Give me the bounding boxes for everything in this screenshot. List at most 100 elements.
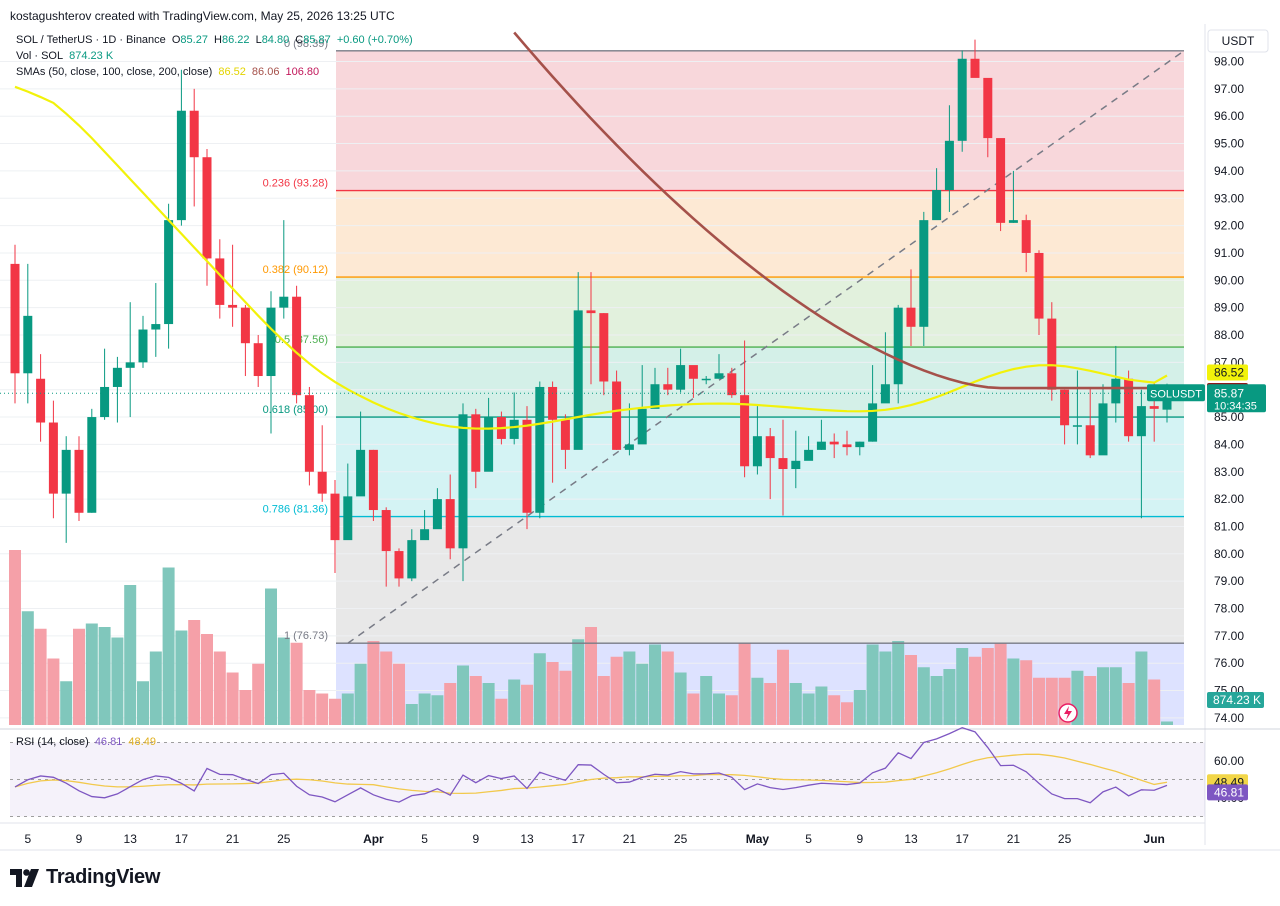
volume-bar	[687, 693, 700, 725]
volume-bar	[47, 658, 60, 725]
price-tick-label: 93.00	[1214, 191, 1244, 205]
volume-value: 874.23 K	[69, 50, 114, 62]
candle-body	[509, 419, 519, 439]
candle-body	[880, 384, 890, 404]
legend-close-label: C	[295, 34, 304, 46]
candle-body	[1060, 389, 1070, 426]
volume-price-label: 874.23 K	[1213, 693, 1261, 707]
candle-body	[983, 77, 993, 139]
volume-bar	[137, 681, 149, 725]
legend-open: 85.27	[180, 34, 208, 46]
time-tick-label: 17	[956, 832, 970, 846]
tradingview-logo[interactable]: TradingView	[10, 866, 160, 889]
brand-name: TradingView	[46, 866, 161, 888]
symbol-name[interactable]: SOL / TetherUS · 1D · Binance	[16, 34, 166, 46]
candle-body	[535, 386, 545, 513]
volume-bar	[892, 641, 905, 725]
candle-body	[1124, 378, 1134, 437]
legend-change: +0.60 (+0.70%)	[336, 34, 413, 46]
volume-bar	[149, 651, 162, 725]
volume-bar	[1033, 677, 1045, 725]
candle-body	[48, 422, 58, 494]
candle-body	[36, 378, 46, 423]
sma50-value: 86.52	[218, 66, 246, 78]
volume-bar	[213, 651, 226, 725]
candle-body	[663, 384, 673, 390]
candle-body	[1162, 393, 1172, 410]
volume-bar	[777, 649, 789, 725]
candle-body	[932, 190, 942, 221]
candle-body	[996, 138, 1006, 223]
fib-band	[336, 277, 1184, 348]
volume-bar	[917, 667, 930, 725]
candle-body	[1072, 425, 1082, 427]
price-tick-label: 97.00	[1214, 82, 1244, 96]
volume-bar	[175, 630, 188, 725]
time-tick-label: Apr	[363, 832, 384, 846]
fib-level-label: 0.618 (85.00)	[263, 404, 328, 416]
candle-body	[100, 386, 110, 418]
trend-line	[347, 50, 1185, 644]
last-price-box	[1207, 384, 1266, 413]
price-tick-label: 76.00	[1214, 656, 1244, 670]
volume-bar	[444, 683, 457, 725]
candle-body	[612, 381, 622, 450]
time-tick-label: 25	[674, 832, 688, 846]
candle-body	[240, 307, 250, 344]
candle-body	[868, 403, 878, 442]
candle-body	[970, 58, 980, 78]
candle-body	[1034, 252, 1044, 319]
volume-bar	[930, 676, 943, 725]
volume-price-box	[1207, 692, 1264, 708]
fib-level-label: 0.786 (81.36)	[263, 504, 328, 516]
candle-body	[586, 310, 596, 314]
rsi-label[interactable]: RSI (14, close)	[16, 736, 89, 748]
price-tick-label: 78.00	[1214, 602, 1244, 616]
volume-bar	[85, 623, 98, 725]
candle-body	[368, 449, 378, 511]
volume-bar	[956, 648, 969, 725]
volume-bar	[341, 693, 354, 725]
candle-body	[957, 58, 967, 141]
fib-band	[336, 50, 1184, 191]
sma100-line	[513, 31, 1167, 390]
sma-legend: SMAs (50, close, 100, close, 200, close)…	[16, 66, 322, 78]
legend-high: 86.22	[221, 34, 250, 46]
rsi-ma-value: 48.49	[128, 736, 156, 748]
volume-bar	[457, 665, 469, 725]
chart-canvas[interactable]: 0 (98.39) 0.236 (93.28) 0.382 (90.12) 0.5 (…	[0, 24, 1280, 854]
candle-body	[381, 510, 391, 552]
sma-label[interactable]: SMAs (50, close, 100, close, 200, close)	[16, 66, 213, 78]
volume-bar	[828, 695, 841, 725]
volume-bar	[738, 642, 751, 725]
candle-body	[304, 395, 314, 472]
price-tick-label: 98.00	[1214, 55, 1244, 69]
volume-bar	[610, 656, 623, 725]
volume-bar	[943, 669, 956, 725]
moving-averages	[0, 31, 1184, 430]
time-tick-label: 5	[805, 832, 812, 846]
volume-bar	[546, 662, 559, 725]
fib-trend-line	[347, 50, 1185, 644]
price-tick-label: 95.00	[1214, 137, 1244, 151]
legend-close: 85.87	[303, 34, 331, 46]
volume-bar	[879, 651, 892, 725]
candle-body	[650, 384, 660, 409]
candles	[10, 39, 1172, 587]
candle-body	[714, 373, 724, 379]
volume-bar	[380, 651, 393, 725]
volume-bar	[1097, 667, 1109, 725]
volume-bar	[841, 702, 853, 725]
volume-label[interactable]: Vol · SOL	[16, 50, 64, 62]
time-tick-label: 13	[124, 832, 138, 846]
price-tick-label: 74.00	[1214, 711, 1244, 725]
candle-body	[151, 324, 161, 330]
volume-bar	[201, 634, 213, 725]
volume-bar	[316, 693, 329, 725]
volume-bar	[469, 676, 482, 725]
volume-bar	[265, 588, 277, 725]
candle-body	[292, 296, 302, 396]
rsi-line	[14, 727, 1168, 804]
sma100-value: 86.06	[251, 66, 280, 78]
